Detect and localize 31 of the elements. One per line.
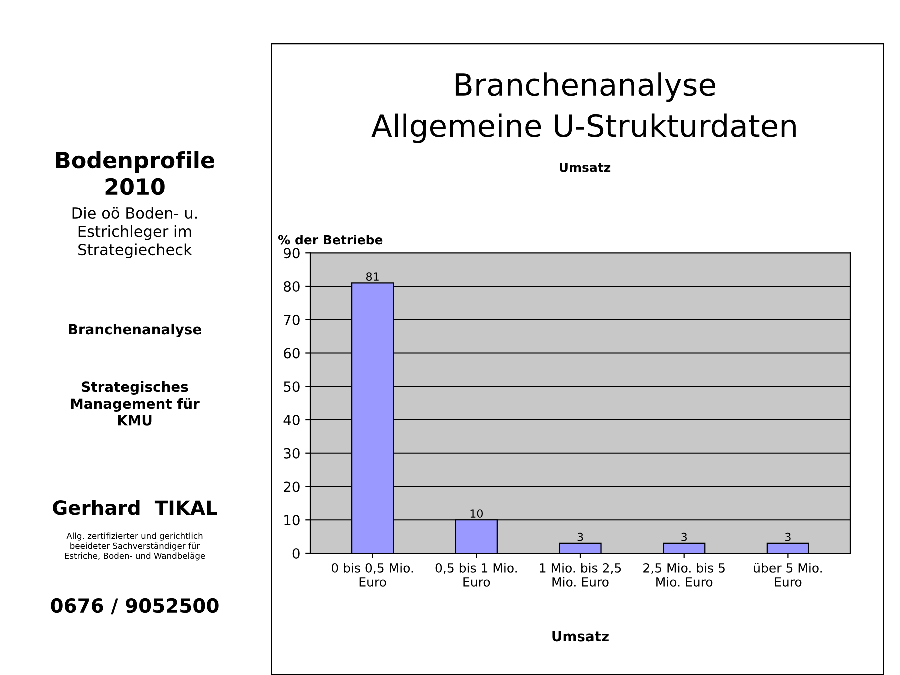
y-tick-label: 80 (284, 281, 300, 292)
y-tick-label: 50 (284, 382, 300, 392)
y-tick-label: 40 (284, 414, 300, 426)
y-tick-label: 60 (284, 348, 300, 359)
y-tick-label: 70 (284, 314, 300, 326)
x-tick-label: 2,5 Mio. bis 5 Mio. Euro (644, 563, 725, 587)
x-tick-label: über 5 Mio. Euro (754, 563, 822, 587)
text: Branchenanalyse (69, 324, 202, 338)
y-tick-label: 10 (284, 515, 300, 526)
x-tick-label: 0 bis 0,5 Mio. Euro (332, 563, 414, 587)
text: Die oö Boden- u. Estrichleger im Strategiecheck (72, 207, 198, 259)
x-axis-title: Umsatz (552, 631, 609, 642)
x-tick-label: 1 Mio. bis 2,5 Mio. Euro (540, 563, 622, 587)
data-label: 10 (470, 510, 483, 518)
text: Allg. zertifizierter und gerichtlich beeideter Sachverständiger für Estriche, Boden- und Wandbeläge (65, 532, 206, 561)
text: Strategisches Management für KMU (71, 381, 200, 426)
y-tick-label: 90 (284, 248, 300, 259)
data-label: 81 (366, 272, 379, 282)
chart-subtitle: Umsatz (560, 163, 611, 172)
data-label: 3 (786, 532, 791, 542)
text: 0676 / 9052500 (51, 598, 219, 615)
x-tick-label: 0,5 bis 1 Mio. Euro (436, 563, 517, 587)
y-tick-label: 20 (284, 482, 300, 492)
text: Bodenprofile 2010 (56, 151, 214, 196)
y-axis-title: % der Betriebe (278, 235, 383, 245)
y-tick-label: 0 (292, 548, 300, 559)
chart-title: Branchenanalyse Allgemeine U-Strukturdaten (372, 72, 796, 144)
data-label: 3 (682, 532, 687, 542)
data-label: 3 (578, 532, 584, 542)
y-tick-label: 30 (284, 448, 300, 459)
text: Gerhard TIKAL (53, 500, 218, 516)
